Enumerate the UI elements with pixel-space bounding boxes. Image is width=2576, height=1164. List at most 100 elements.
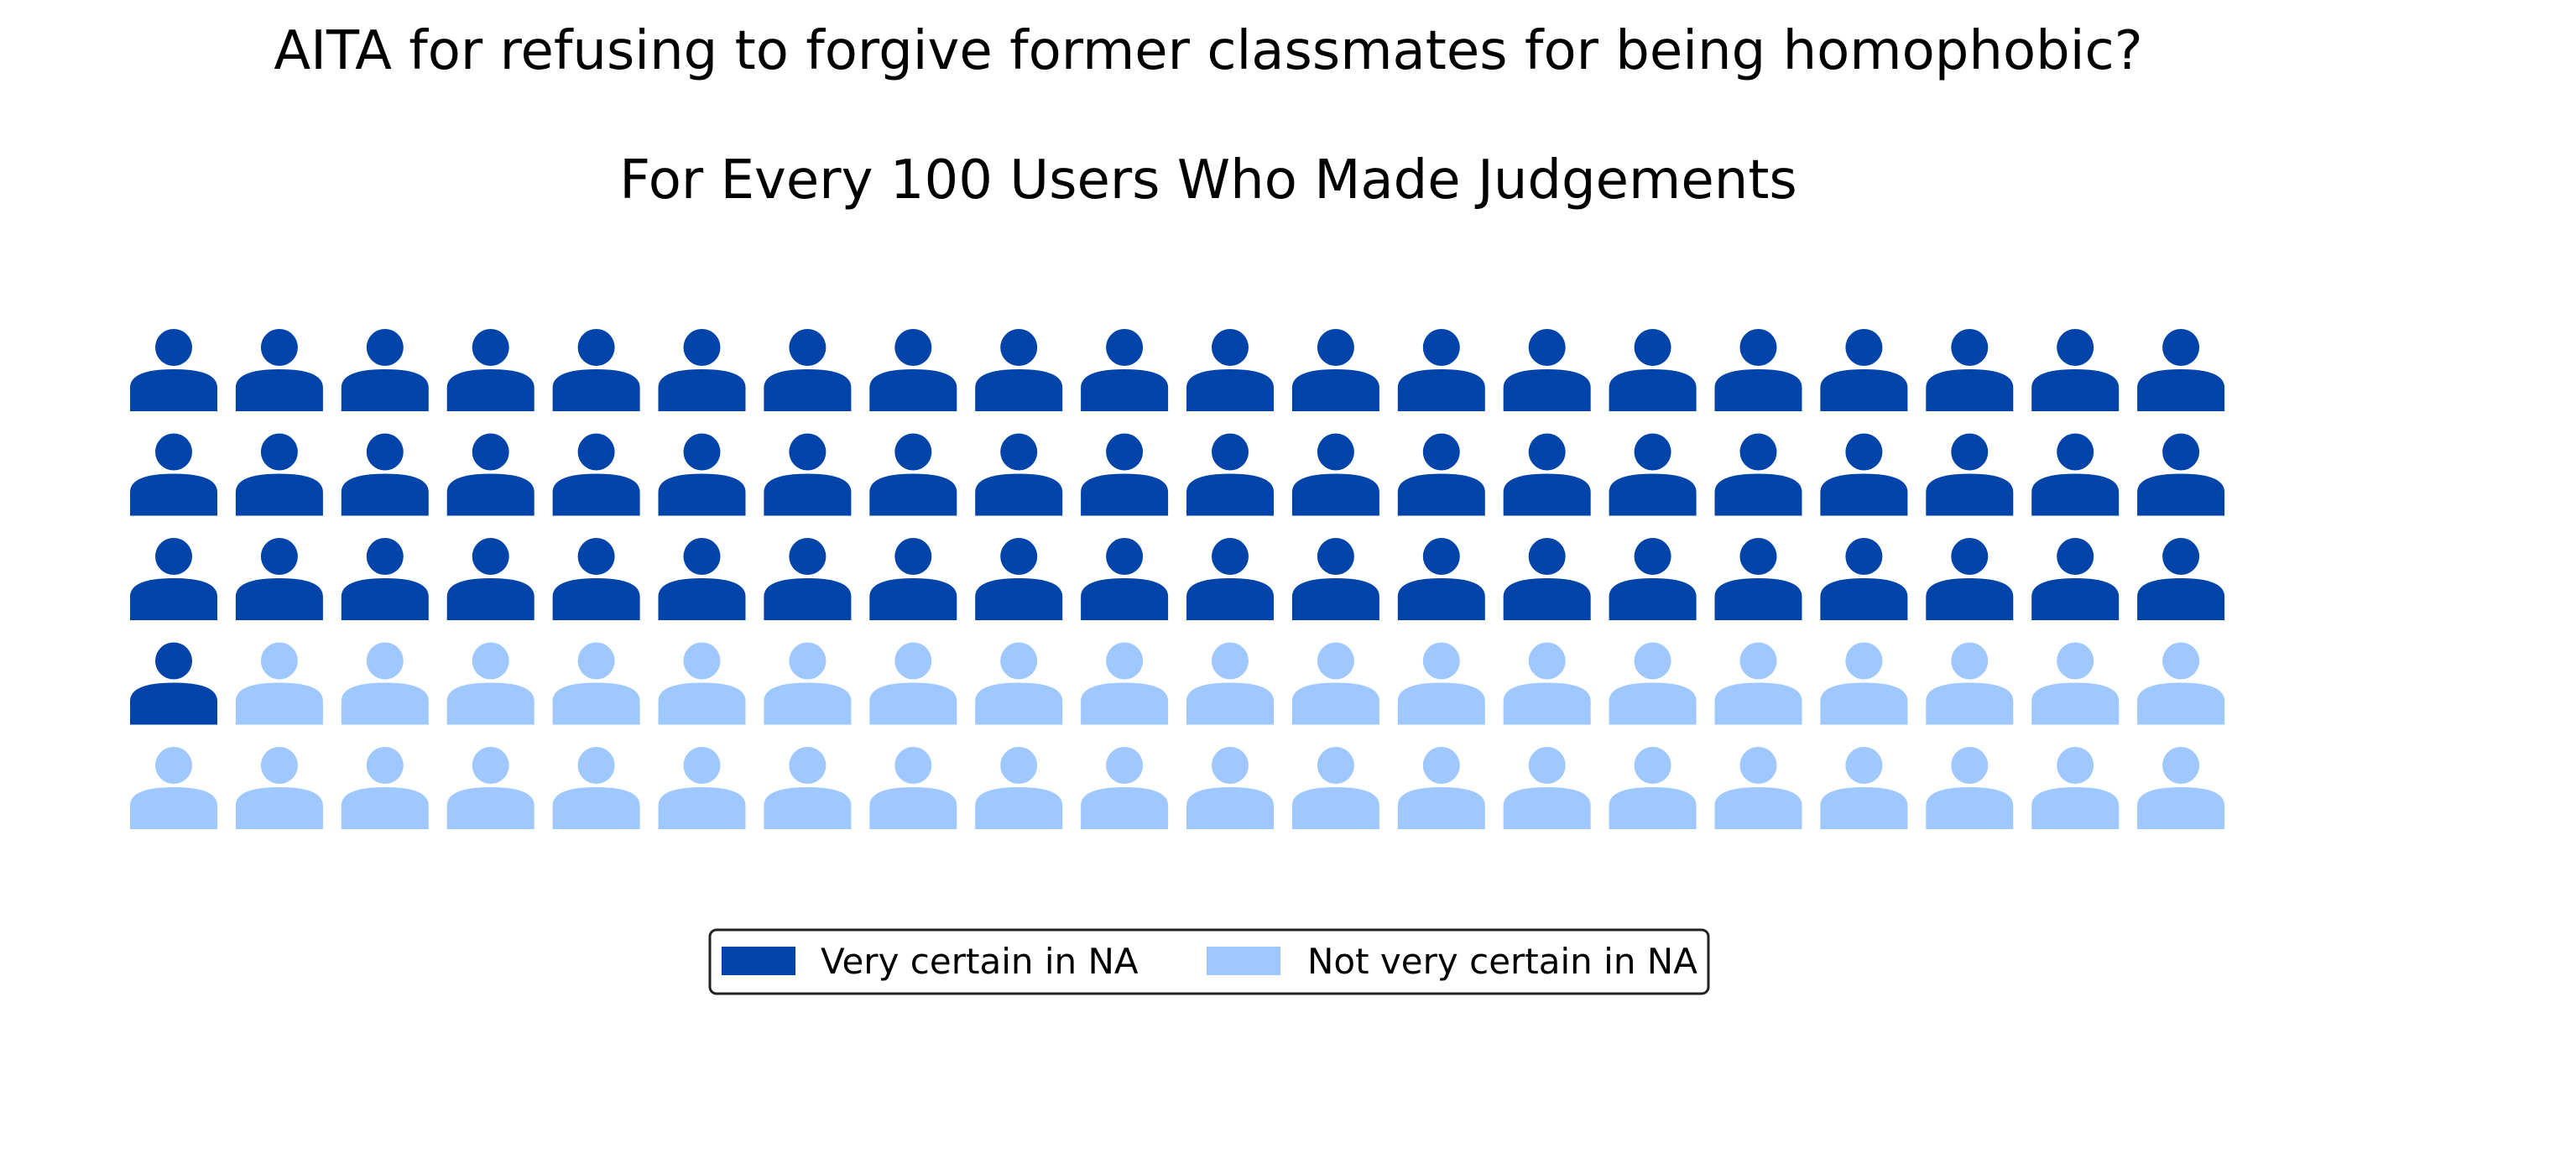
person-icon <box>975 433 1063 516</box>
person-icon <box>1714 538 1802 620</box>
person-icon <box>446 433 534 516</box>
person-icon <box>1503 747 1591 829</box>
person-icon <box>1820 329 1908 411</box>
person-icon <box>446 642 534 725</box>
person-icon <box>1081 433 1169 516</box>
person-icon <box>235 747 323 829</box>
person-icon <box>869 538 957 620</box>
person-icon <box>764 433 852 516</box>
person-icon <box>1291 747 1379 829</box>
person-icon <box>1397 433 1485 516</box>
person-icon <box>341 747 429 829</box>
person-icon <box>764 747 852 829</box>
person-icon <box>1186 433 1274 516</box>
person-icon <box>341 433 429 516</box>
person-icon <box>1503 538 1591 620</box>
person-icon <box>2137 642 2225 725</box>
person-icon <box>1186 538 1274 620</box>
person-icon <box>1926 747 2014 829</box>
person-icon <box>1820 642 1908 725</box>
person-icon <box>1503 433 1591 516</box>
person-icon <box>975 747 1063 829</box>
legend: Very certain in NA Not very certain in N… <box>708 928 1710 995</box>
person-icon <box>658 538 746 620</box>
person-icon <box>130 747 217 829</box>
person-icon <box>1186 747 1274 829</box>
person-icon <box>1609 538 1697 620</box>
person-icon <box>1186 329 1274 411</box>
person-icon <box>1397 329 1485 411</box>
person-icon <box>130 538 217 620</box>
person-icon <box>130 329 217 411</box>
person-icon <box>1397 642 1485 725</box>
person-icon <box>975 329 1063 411</box>
person-icon <box>341 329 429 411</box>
person-icon <box>552 747 640 829</box>
person-icon <box>1081 747 1169 829</box>
person-icon <box>1820 747 1908 829</box>
person-icon <box>658 747 746 829</box>
person-icon <box>235 642 323 725</box>
person-icon <box>1081 329 1169 411</box>
person-icon <box>658 642 746 725</box>
person-icon <box>235 433 323 516</box>
person-icon <box>2137 538 2225 620</box>
person-icon <box>1609 747 1697 829</box>
person-icon <box>2031 433 2120 516</box>
person-icon <box>552 433 640 516</box>
person-icon <box>1714 329 1802 411</box>
person-icon <box>1714 433 1802 516</box>
person-icon <box>446 747 534 829</box>
person-icon <box>975 642 1063 725</box>
chart-title: AITA for refusing to forgive former clas… <box>274 20 2142 82</box>
person-icon <box>235 329 323 411</box>
legend-label-very-certain: Very certain in NA <box>821 941 1139 982</box>
person-icon <box>446 329 534 411</box>
legend-label-not-very-certain: Not very certain in NA <box>1307 941 1697 982</box>
person-icon <box>1926 433 2014 516</box>
person-icon <box>1609 433 1697 516</box>
person-icon <box>1081 538 1169 620</box>
person-icon <box>1926 329 2014 411</box>
person-icon <box>1926 642 2014 725</box>
person-icon <box>2031 538 2120 620</box>
person-icon <box>1397 747 1485 829</box>
person-icon <box>1081 642 1169 725</box>
person-icon <box>1186 642 1274 725</box>
person-icon <box>2031 329 2120 411</box>
legend-swatch-not-very-certain <box>1207 947 1280 975</box>
person-icon <box>446 538 534 620</box>
person-icon <box>869 642 957 725</box>
icon-grid <box>130 329 2225 829</box>
person-icon <box>341 642 429 725</box>
person-icon <box>658 329 746 411</box>
person-icon <box>1820 538 1908 620</box>
person-icon <box>1609 329 1697 411</box>
person-icon <box>975 538 1063 620</box>
person-icon <box>1926 538 2014 620</box>
person-icon <box>130 642 217 725</box>
person-icon <box>2031 747 2120 829</box>
person-icon <box>764 329 852 411</box>
person-icon <box>2137 329 2225 411</box>
person-icon <box>1291 642 1379 725</box>
person-icon <box>869 329 957 411</box>
person-icon <box>869 433 957 516</box>
person-icon <box>1503 642 1591 725</box>
person-icon <box>2137 433 2225 516</box>
person-icon <box>1714 642 1802 725</box>
person-icon <box>341 538 429 620</box>
person-icon <box>1609 642 1697 725</box>
person-icon <box>1291 538 1379 620</box>
person-icon <box>1503 329 1591 411</box>
person-icon <box>2031 642 2120 725</box>
person-icon <box>1397 538 1485 620</box>
person-icon <box>764 642 852 725</box>
person-icon <box>235 538 323 620</box>
person-icon <box>764 538 852 620</box>
person-icon <box>2137 747 2225 829</box>
person-icon <box>658 433 746 516</box>
person-icon <box>869 747 957 829</box>
person-icon <box>1820 433 1908 516</box>
